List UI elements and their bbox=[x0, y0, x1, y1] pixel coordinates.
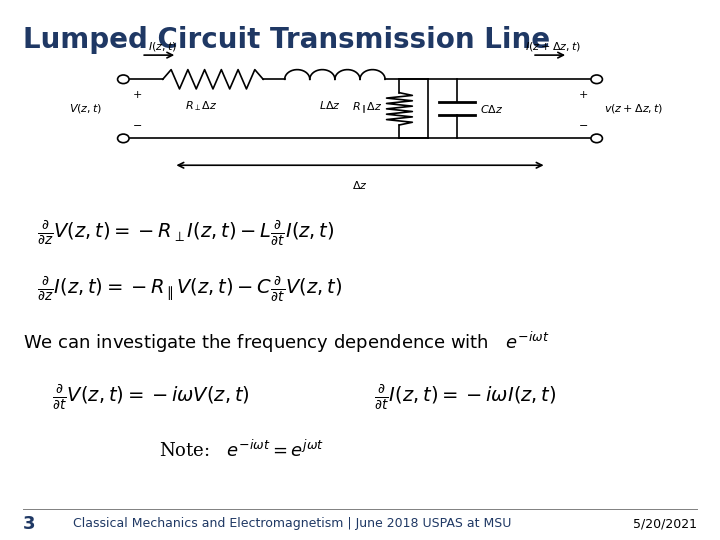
Text: $\frac{\partial}{\partial z}V(z,t) = -R_{\perp}I(z,t) - L\frac{\partial}{\partia: $\frac{\partial}{\partial z}V(z,t) = -R_… bbox=[37, 218, 335, 247]
Text: $-$: $-$ bbox=[578, 119, 588, 129]
Text: 5/20/2021: 5/20/2021 bbox=[633, 517, 697, 530]
Text: $V(z, t)$: $V(z, t)$ bbox=[68, 103, 102, 116]
Text: $\frac{\partial}{\partial t}V(z,t) = -i\omega V(z,t)$: $\frac{\partial}{\partial t}V(z,t) = -i\… bbox=[52, 382, 249, 411]
Text: Note:   $e^{-i\omega t} = e^{j\omega t}$: Note: $e^{-i\omega t} = e^{j\omega t}$ bbox=[159, 440, 324, 461]
Text: $L\Delta z$: $L\Delta z$ bbox=[319, 99, 341, 111]
Text: $C\Delta z$: $C\Delta z$ bbox=[480, 103, 503, 115]
Text: $+$: $+$ bbox=[132, 89, 142, 100]
Text: Classical Mechanics and Electromagnetism | June 2018 USPAS at MSU: Classical Mechanics and Electromagnetism… bbox=[73, 517, 511, 530]
Text: $v(z+\Delta z, t)$: $v(z+\Delta z, t)$ bbox=[604, 103, 663, 116]
Text: $\frac{\partial}{\partial t}I(z,t) = -i\omega I(z,t)$: $\frac{\partial}{\partial t}I(z,t) = -i\… bbox=[374, 382, 557, 411]
Text: $I(z, t)$: $I(z, t)$ bbox=[148, 40, 177, 53]
Text: $R_\parallel\Delta z$: $R_\parallel\Delta z$ bbox=[352, 101, 382, 117]
Text: $-$: $-$ bbox=[132, 119, 142, 129]
Text: $\frac{\partial}{\partial z}I(z,t) = -R_{\parallel}V(z,t) - C\frac{\partial}{\pa: $\frac{\partial}{\partial z}I(z,t) = -R_… bbox=[37, 274, 343, 303]
Text: $\Delta z$: $\Delta z$ bbox=[352, 179, 368, 191]
Text: We can investigate the frequency dependence with   $e^{-i\omega t}$: We can investigate the frequency depende… bbox=[23, 330, 549, 355]
Text: $I(z+\Delta z, t)$: $I(z+\Delta z, t)$ bbox=[525, 40, 581, 53]
Text: $R_\perp\Delta z$: $R_\perp\Delta z$ bbox=[185, 99, 217, 113]
Text: 3: 3 bbox=[23, 515, 35, 532]
Text: Lumped Circuit Transmission Line: Lumped Circuit Transmission Line bbox=[23, 25, 550, 53]
Text: $+$: $+$ bbox=[578, 89, 588, 100]
